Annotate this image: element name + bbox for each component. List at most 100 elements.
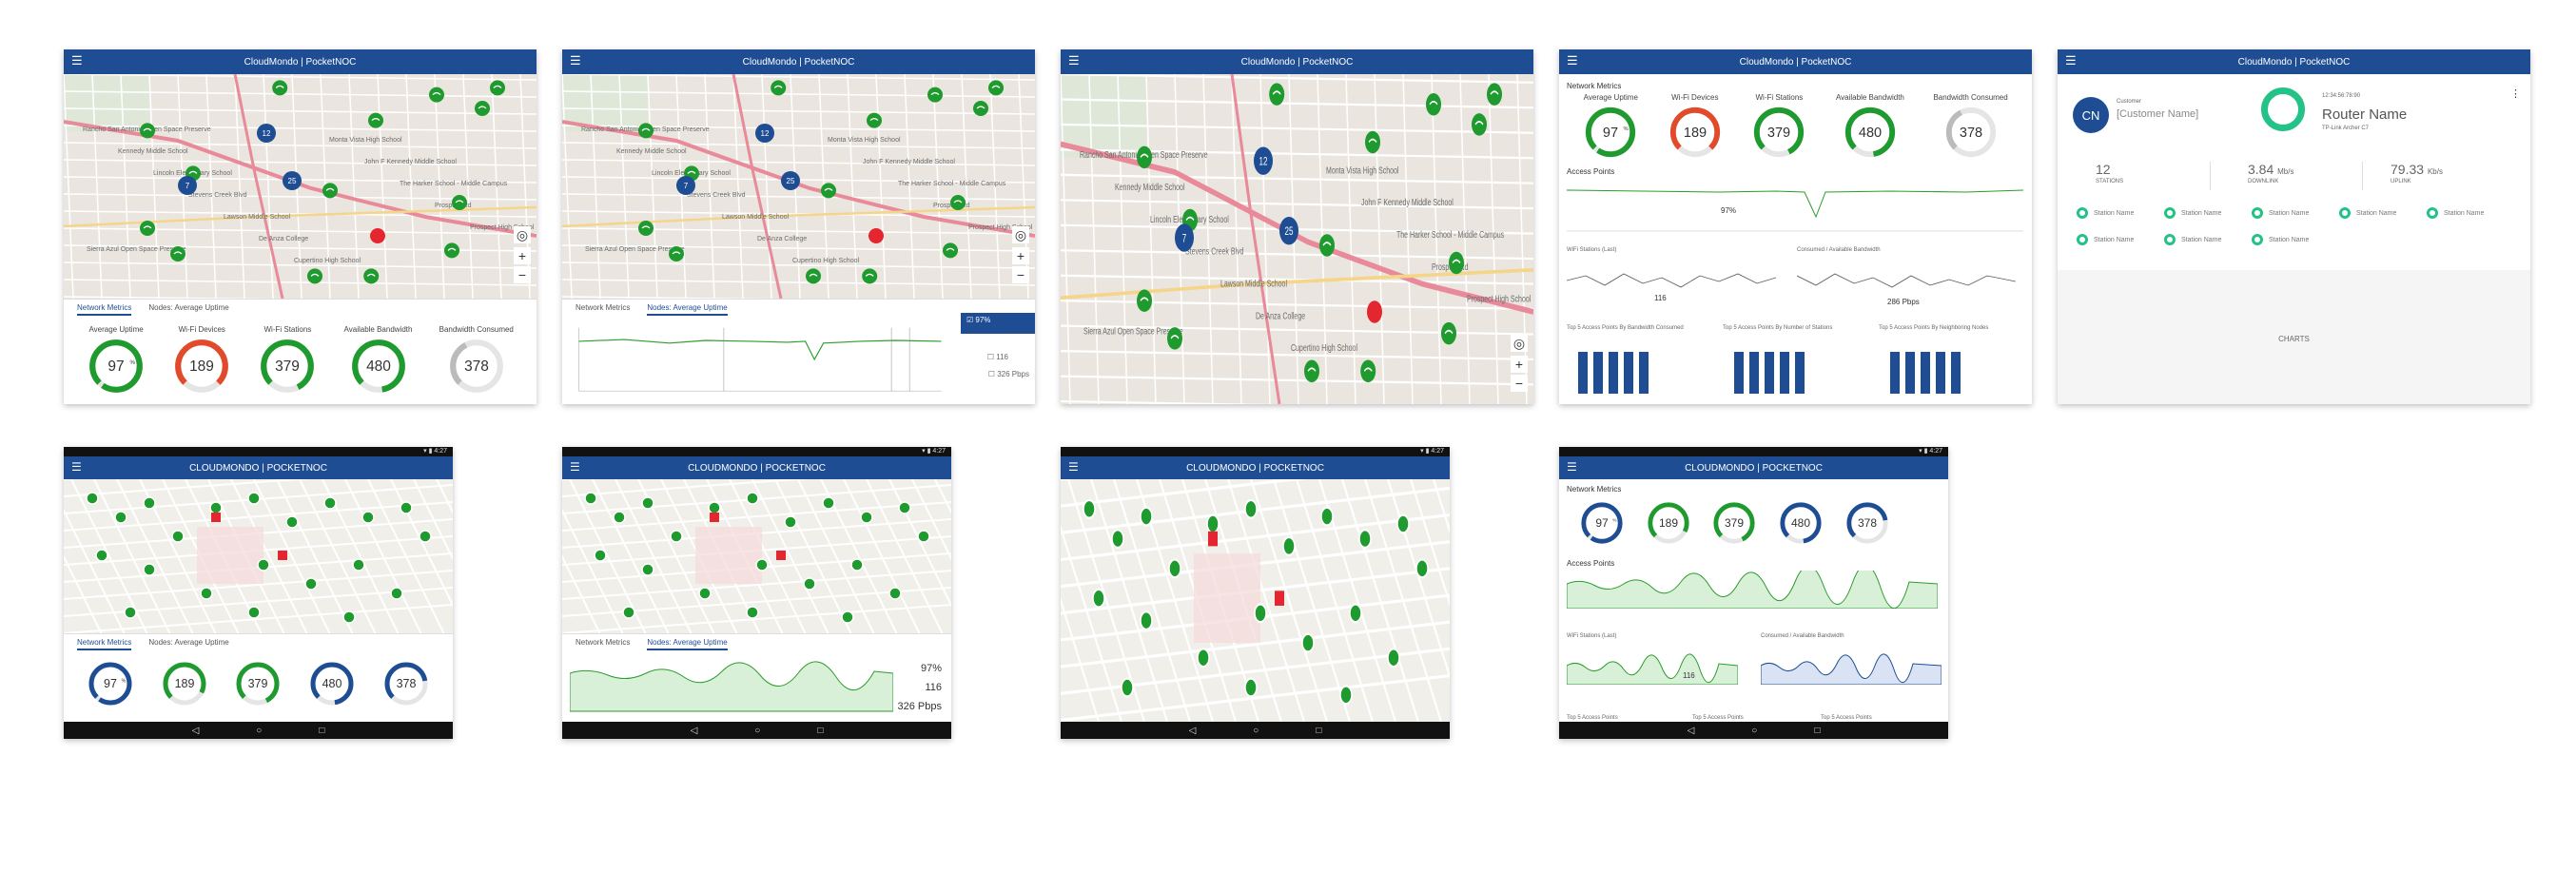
menu-icon[interactable]: ☰ <box>570 53 581 68</box>
wifi-pin-icon[interactable] <box>1206 513 1220 534</box>
wifi-pin-icon[interactable] <box>1137 145 1152 169</box>
wifi-pin-icon[interactable] <box>708 501 721 514</box>
wifi-stations-chart[interactable] <box>1567 257 1776 304</box>
wifi-pin-icon[interactable] <box>475 101 490 116</box>
metric-gauge[interactable]: 97% <box>87 660 134 707</box>
cluster-marker[interactable]: 12 <box>755 124 774 143</box>
menu-icon[interactable]: ☰ <box>1068 460 1079 474</box>
wifi-pin-icon[interactable] <box>257 558 270 571</box>
home-icon[interactable]: ○ <box>754 725 761 736</box>
recent-icon[interactable]: □ <box>1316 725 1322 736</box>
wifi-stations-chart[interactable] <box>1567 647 1738 685</box>
alert-pin-icon[interactable] <box>868 228 884 243</box>
metric-gauge[interactable]: 189 <box>1646 500 1691 546</box>
wifi-pin-icon[interactable] <box>1358 529 1372 550</box>
wifi-pin-icon[interactable] <box>1197 648 1210 668</box>
recent-icon[interactable]: □ <box>1814 725 1821 736</box>
wifi-pin-icon[interactable] <box>1365 130 1380 154</box>
wifi-pin-icon[interactable] <box>143 563 156 576</box>
wifi-pin-icon[interactable] <box>1339 685 1353 706</box>
wifi-pin-icon[interactable] <box>124 606 137 619</box>
wifi-pin-icon[interactable] <box>1396 513 1410 534</box>
wifi-pin-icon[interactable] <box>1304 359 1319 383</box>
wifi-pin-icon[interactable] <box>1083 498 1096 519</box>
station-item[interactable]: Station Name <box>2164 234 2221 245</box>
wifi-pin-icon[interactable] <box>114 511 127 524</box>
alert-pin-icon[interactable] <box>1275 591 1284 606</box>
wifi-pin-icon[interactable] <box>784 515 797 529</box>
access-points-chart[interactable] <box>1567 179 2023 236</box>
metric-gauge[interactable]: 189 <box>161 660 208 707</box>
wifi-pin-icon[interactable] <box>746 606 759 619</box>
wifi-pin-icon[interactable] <box>594 549 607 562</box>
recent-icon[interactable]: □ <box>817 725 824 736</box>
station-item[interactable]: Station Name <box>2252 234 2309 245</box>
map-view[interactable] <box>562 479 951 634</box>
wifi-pin-icon[interactable] <box>841 610 854 624</box>
wifi-pin-icon[interactable] <box>638 221 654 236</box>
zoom-out-button[interactable]: − <box>1511 375 1528 392</box>
home-icon[interactable]: ○ <box>256 725 263 736</box>
cluster-marker[interactable]: 12 <box>257 124 276 143</box>
wifi-pin-icon[interactable] <box>943 242 958 259</box>
wifi-pin-icon[interactable] <box>307 268 322 284</box>
alert-pin-icon[interactable] <box>1367 300 1382 323</box>
wifi-pin-icon[interactable] <box>988 80 1004 96</box>
wifi-pin-icon[interactable] <box>803 577 816 591</box>
wifi-pin-icon[interactable] <box>1168 558 1181 579</box>
cluster-marker[interactable]: 25 <box>781 171 800 190</box>
cluster-marker[interactable]: 12 <box>1254 146 1273 175</box>
wifi-pin-icon[interactable] <box>669 246 684 261</box>
metric-gauge[interactable]: Average Uptime 97% <box>1583 93 1638 160</box>
wifi-pin-icon[interactable] <box>1111 529 1124 550</box>
wifi-pin-icon[interactable] <box>247 492 261 505</box>
uptime-legend-active[interactable]: ☑ 97% <box>961 313 1035 334</box>
map-view[interactable]: Rancho San Antonio Open Space PreserveKe… <box>64 74 537 299</box>
wifi-pin-icon[interactable] <box>419 530 432 543</box>
tab-nodes-uptime[interactable]: Nodes: Average Uptime <box>148 638 229 647</box>
wifi-pin-icon[interactable] <box>613 511 626 524</box>
wifi-pin-icon[interactable] <box>950 195 966 210</box>
tab-nodes-uptime[interactable]: Nodes: Average Uptime <box>647 638 728 650</box>
menu-icon[interactable]: ☰ <box>1567 460 1577 474</box>
wifi-pin-icon[interactable] <box>490 80 505 96</box>
wifi-pin-icon[interactable] <box>200 587 213 600</box>
back-icon[interactable]: ◁ <box>690 725 698 736</box>
wifi-pin-icon[interactable] <box>1472 113 1487 136</box>
wifi-pin-icon[interactable] <box>171 530 185 543</box>
consumed-chart[interactable] <box>1761 647 1942 685</box>
wifi-pin-icon[interactable] <box>1254 603 1267 624</box>
wifi-pin-icon[interactable] <box>821 183 836 199</box>
metric-gauge[interactable]: Available Bandwidth 480 <box>1836 93 1904 160</box>
tab-network-metrics[interactable]: Network Metrics <box>77 638 132 650</box>
consumed-chart[interactable] <box>1797 257 2016 304</box>
metric-gauge[interactable]: 378 <box>1844 500 1890 546</box>
wifi-pin-icon[interactable] <box>898 501 911 514</box>
metric-gauge[interactable]: Wi-Fi Stations 379 <box>258 325 317 396</box>
wifi-pin-icon[interactable] <box>1360 359 1376 383</box>
menu-icon[interactable]: ☰ <box>71 460 82 474</box>
metric-gauge[interactable]: Wi-Fi Stations 379 <box>1751 93 1806 160</box>
wifi-pin-icon[interactable] <box>1301 632 1315 653</box>
wifi-pin-icon[interactable] <box>1137 289 1152 312</box>
menu-icon[interactable]: ☰ <box>2065 53 2077 68</box>
wifi-pin-icon[interactable] <box>1269 83 1285 106</box>
menu-icon[interactable]: ☰ <box>570 460 580 474</box>
wifi-pin-icon[interactable] <box>1441 321 1456 345</box>
alert-pin-icon[interactable] <box>278 551 287 560</box>
tab-network-metrics[interactable]: Network Metrics <box>77 303 132 316</box>
metric-gauge[interactable]: Bandwidth Consumed 378 <box>1933 93 2008 160</box>
home-icon[interactable]: ○ <box>1253 725 1259 736</box>
wifi-pin-icon[interactable] <box>1140 506 1153 527</box>
wifi-pin-icon[interactable] <box>1415 558 1429 579</box>
wifi-pin-icon[interactable] <box>1349 603 1362 624</box>
cluster-marker[interactable]: 7 <box>676 176 695 195</box>
wifi-pin-icon[interactable] <box>850 558 864 571</box>
wifi-pin-icon[interactable] <box>806 268 821 284</box>
wifi-pin-icon[interactable] <box>584 492 597 505</box>
alert-pin-icon[interactable] <box>1208 531 1218 547</box>
wifi-pin-icon[interactable] <box>1092 588 1105 609</box>
locate-icon[interactable]: ◎ <box>1511 335 1528 352</box>
back-icon[interactable]: ◁ <box>1687 725 1695 736</box>
map-view[interactable] <box>64 479 453 634</box>
